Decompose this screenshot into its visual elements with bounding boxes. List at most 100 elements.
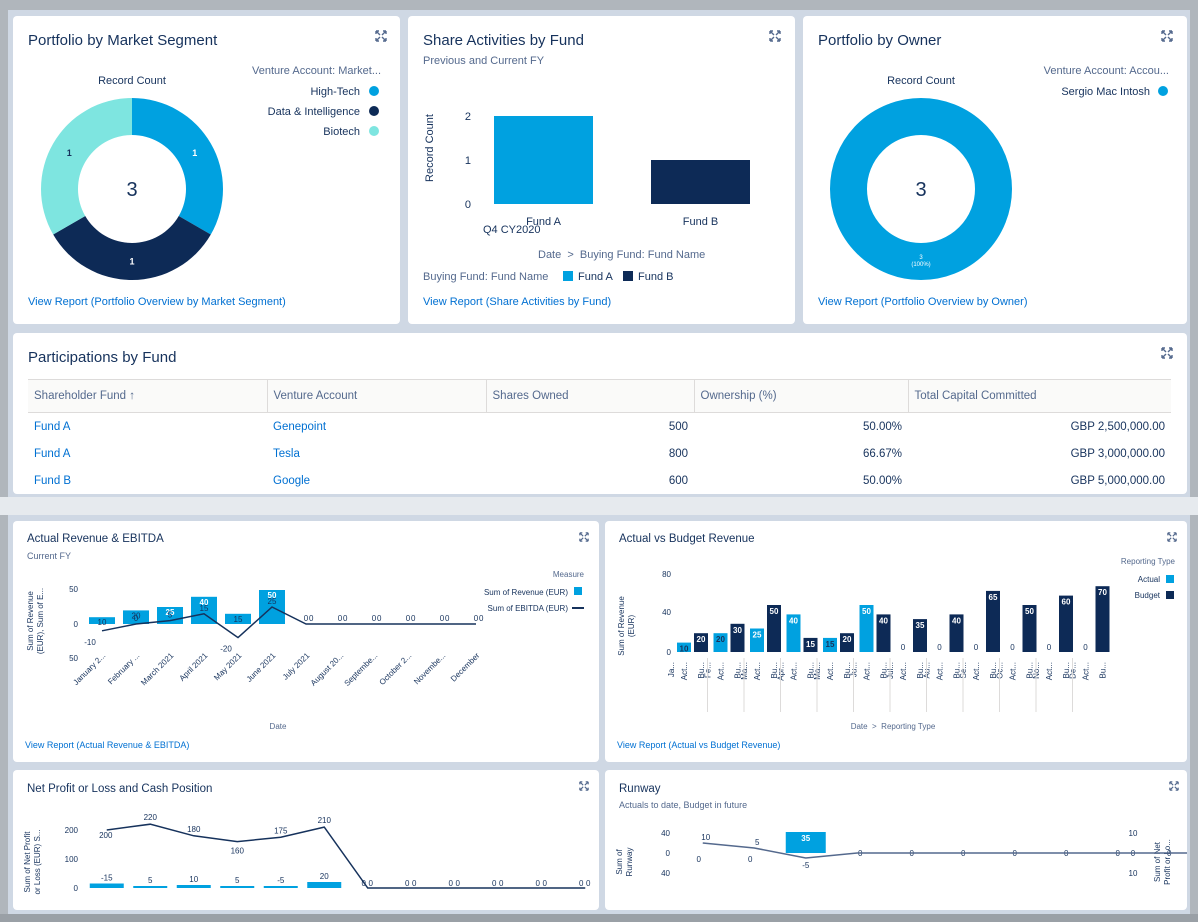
venture-account-link[interactable]: Genepoint [273, 420, 327, 433]
card-subtitle: Previous and Current FY [423, 55, 545, 67]
revenue-bar [225, 613, 251, 624]
net-profit-chart: Sum of Net Profit or Loss (EUR) S... 200… [23, 813, 591, 894]
bar-value-label: 0 [369, 879, 374, 888]
view-report-link[interactable]: View Report (Share Activities by Fund) [423, 296, 612, 308]
column-header-total-capital[interactable]: Total Capital Committed [908, 379, 1171, 413]
bar-value-label: -15 [101, 874, 113, 883]
card-title: Share Activities by Fund [423, 32, 584, 49]
expand-icon[interactable] [1167, 532, 1177, 542]
runway-bar [785, 832, 826, 853]
y-axis-label-right-2: Profit or Lo... [1163, 839, 1172, 885]
line-value-label: 210 [318, 816, 332, 825]
bar-value-label: 15 [806, 640, 815, 649]
donut-slice [830, 98, 1012, 280]
y-tick-label: 2 [465, 111, 471, 123]
bar-value-label: 20 [697, 635, 706, 644]
bar-value-label: 40 [952, 616, 961, 625]
line-value-label: 0 [343, 614, 348, 623]
view-report-link[interactable]: View Report (Actual Revenue & EBITDA) [25, 740, 190, 750]
shareholder-fund-link[interactable]: Fund A [34, 447, 71, 460]
expand-icon[interactable] [579, 532, 589, 542]
sub-tick-label: Act... [717, 662, 726, 680]
legend-swatch [563, 271, 573, 281]
venture-account-link[interactable]: Google [273, 475, 311, 488]
shareholder-fund-link[interactable]: Fund B [34, 475, 72, 488]
ebitda-line [101, 606, 476, 639]
bar-value-label: 65 [989, 593, 998, 602]
line-value-label: 0 [536, 879, 541, 888]
y-tick-label: 0 [666, 849, 671, 858]
legend-dot [369, 126, 379, 136]
bar-value-label: 0 [499, 879, 504, 888]
bar-value-label: 0 [406, 614, 411, 623]
budget-bar [803, 637, 818, 652]
owner-donut-chart: Record Count 3 3 (100%) Venture Account:… [830, 65, 1169, 280]
view-report-link[interactable]: View Report (Portfolio Overview by Owner… [818, 296, 1028, 308]
line-value-label: 175 [274, 826, 288, 835]
bar-value-label: 20 [132, 611, 141, 620]
budget-bar [1022, 605, 1037, 652]
participations-by-fund-card: Participations by Fund Shareholder Fund … [13, 333, 1187, 494]
bar-value-label: 0 [1083, 643, 1088, 652]
x-tick-label: December [449, 651, 482, 684]
x-tick-label: Fund B [683, 216, 718, 228]
budget-bar [840, 633, 854, 652]
table-row: Fund B Google 600 50.00% GBP 5,000,000.0… [28, 468, 1171, 495]
bar-value-label: 50 [268, 591, 277, 600]
venture-account-link[interactable]: Tesla [273, 447, 300, 460]
bar-value-label: 0 [338, 614, 343, 623]
slice-value-label: 1 [192, 148, 197, 158]
legend-swatch [1166, 575, 1174, 583]
expand-icon[interactable] [1161, 347, 1173, 359]
table-row: Fund A Tesla 800 66.67% GBP 3,000,000.00 [28, 440, 1171, 468]
line-value-label: 0 [134, 614, 139, 623]
line-value-label: 10 [701, 833, 710, 842]
slice-value-label: 1 [129, 257, 134, 267]
bar-value-label: 30 [733, 626, 742, 635]
sub-tick-label: Act... [680, 662, 689, 680]
expand-icon[interactable] [1169, 781, 1179, 791]
card-subtitle: Actuals to date, Budget in future [619, 800, 748, 810]
bar-value-label: 0 [456, 879, 461, 888]
bar-value-label: 15 [826, 640, 835, 649]
column-header-shareholder-fund[interactable]: Shareholder Fund ↑ [28, 379, 268, 413]
legend-item-label: Sum of Revenue (EUR) [484, 588, 568, 597]
sub-tick-label: Bu... [697, 662, 706, 678]
legend-title: Venture Account: Market... [252, 65, 381, 77]
expand-icon[interactable] [375, 30, 387, 42]
y-tick-label: 0 [74, 620, 79, 629]
line-value-label: -20 [220, 645, 232, 654]
y-tick-label: 0 [667, 648, 672, 657]
expand-icon[interactable] [769, 30, 781, 42]
line-value-label: 200 [99, 831, 113, 840]
legend-item-label: Sergio Mac Intosh [1061, 86, 1150, 98]
expand-icon[interactable] [579, 781, 589, 791]
budget-bar [876, 614, 891, 652]
ring-label-percent: (100%) [911, 262, 930, 268]
y-tick-label: 50 [69, 654, 78, 663]
card-title: Portfolio by Market Segment [28, 32, 218, 49]
x-axis-label: Date [270, 722, 287, 731]
sub-tick-label: Bu... [1026, 662, 1035, 678]
actual-revenue-ebitda-card: Actual Revenue & EBITDA Current FY Sum o… [13, 521, 599, 762]
bar [494, 116, 593, 204]
column-header-venture-account[interactable]: Venture Account [267, 379, 487, 413]
view-report-link[interactable]: View Report (Actual vs Budget Revenue) [617, 740, 781, 750]
shares-owned-cell: 600 [668, 475, 688, 488]
view-report-link[interactable]: View Report (Portfolio Overview by Marke… [28, 296, 286, 308]
legend-item-label: Fund A [578, 271, 614, 283]
expand-icon[interactable] [1161, 30, 1173, 42]
window-frame-right [1190, 0, 1198, 922]
column-header-shares-owned[interactable]: Shares Owned [486, 379, 695, 413]
column-header-ownership[interactable]: Ownership (%) [694, 379, 909, 413]
ownership-cell: 50.00% [862, 475, 902, 488]
net-profit-bar [307, 882, 342, 888]
budget-bar [730, 623, 745, 652]
shareholder-fund-link[interactable]: Fund A [34, 420, 71, 433]
x-tick-label: February ... [106, 651, 141, 686]
revenue-ebitda-chart: Sum of Revenue (EUR), Sum of E... 500501… [26, 570, 585, 731]
legend-swatch [623, 271, 633, 281]
card-title: Runway [619, 783, 661, 795]
line-value-label: 5 [755, 838, 760, 847]
line-value-label: 160 [231, 847, 245, 856]
